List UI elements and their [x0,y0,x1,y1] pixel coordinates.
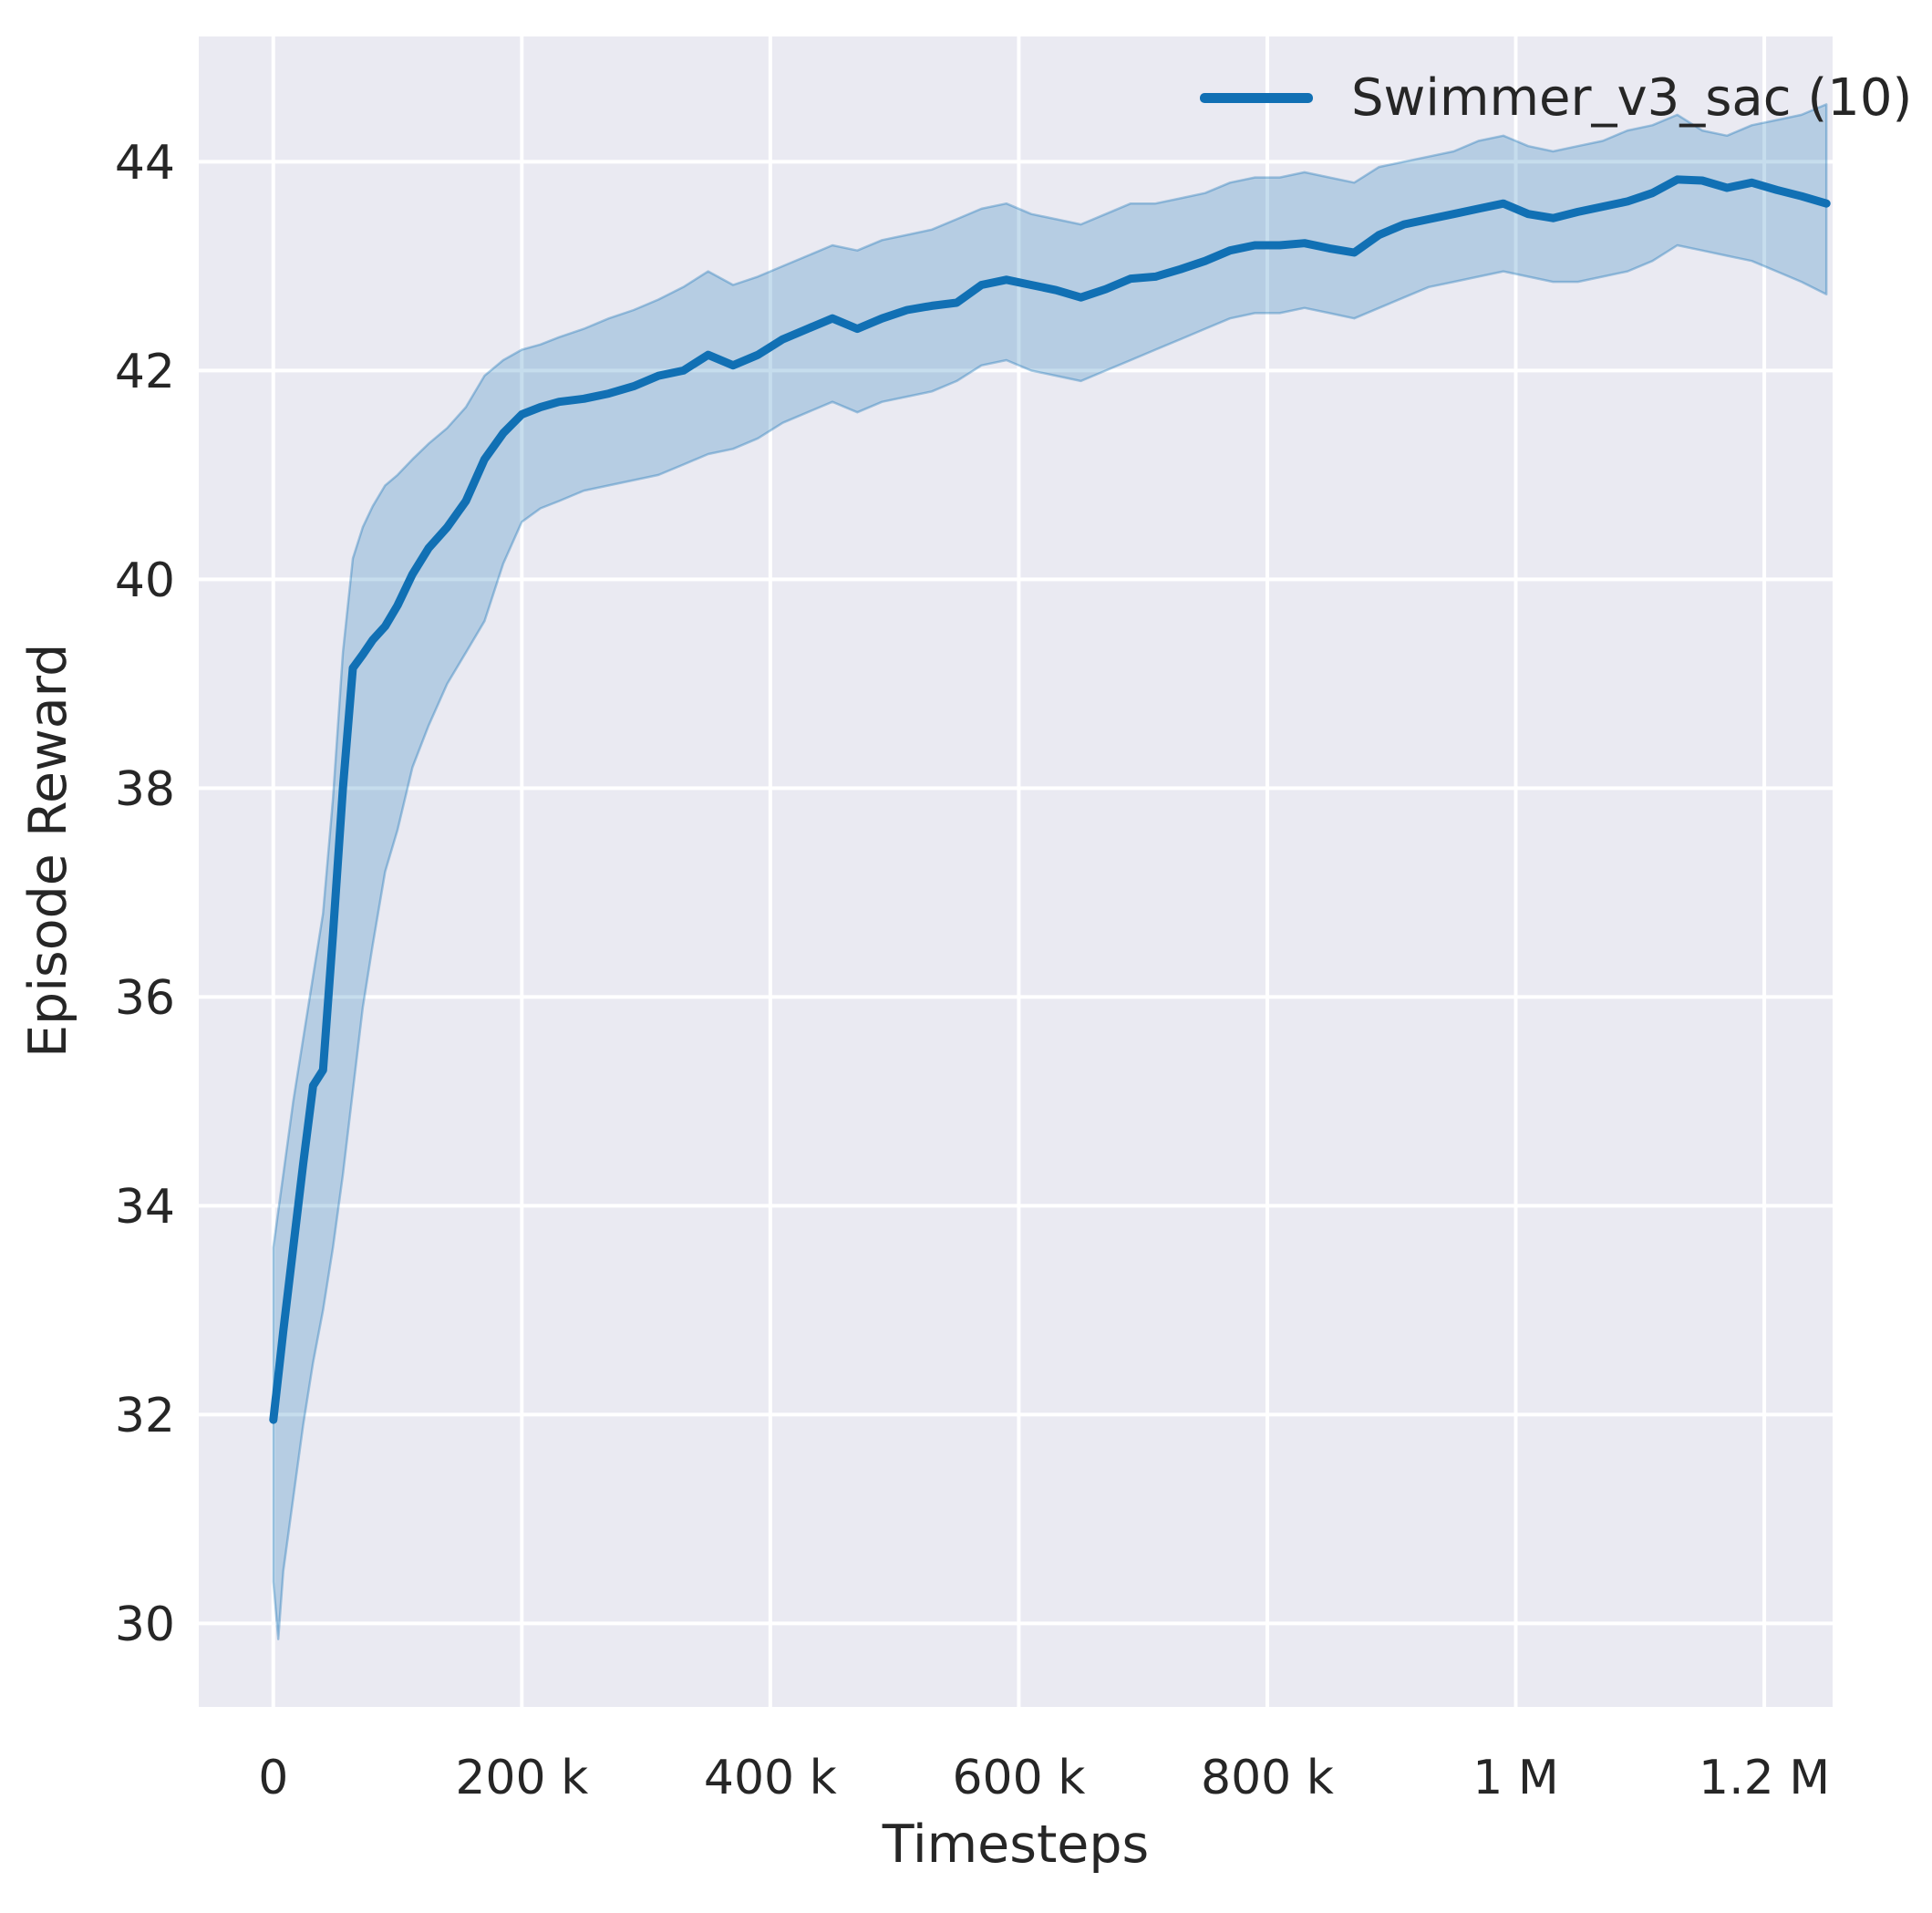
legend: Swimmer_v3_sac (10) [1200,64,1912,131]
x-tick-label-400 k: 400 k [704,1751,837,1805]
confidence-band [272,103,1828,1640]
legend-label: Swimmer_v3_sac (10) [1351,67,1913,128]
x-tick-label-800 k: 800 k [1201,1751,1334,1805]
x-tick-label-0: 0 [258,1751,288,1805]
plot-area-background [199,36,1833,1707]
mean-reward-line [269,175,1831,1424]
y-tick-label-40: 40 [115,553,175,608]
y-tick-label-36: 36 [115,971,175,1026]
y-tick-label-44: 44 [115,136,175,191]
y-axis-label: Episode Reward [18,643,78,1058]
x-tick-label-600 k: 600 k [952,1751,1085,1805]
y-tick-label-32: 32 [115,1389,175,1443]
x-tick-label-200 k: 200 k [455,1751,588,1805]
x-tick-label-1.2 M: 1.2 M [1699,1751,1830,1805]
y-tick-label-34: 34 [115,1180,175,1235]
x-axis-label: Timesteps [882,1815,1150,1875]
legend-line-sample [1200,92,1313,103]
y-tick-label-30: 30 [115,1598,175,1652]
y-tick-label-42: 42 [115,345,175,399]
y-tick-label-38: 38 [115,762,175,817]
x-tick-label-1 M: 1 M [1472,1751,1558,1805]
